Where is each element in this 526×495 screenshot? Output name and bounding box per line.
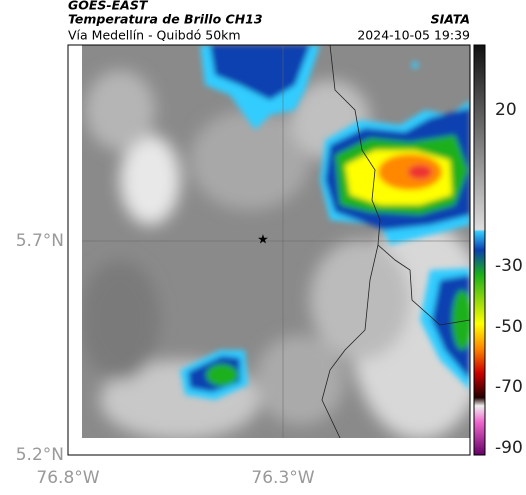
title: Temperatura de Brillo CH13 <box>68 12 263 27</box>
satellite-image <box>82 45 470 438</box>
lat-label: 5.2°N <box>16 445 64 465</box>
colorbar-tick-label: -50 <box>495 317 523 337</box>
colorbar-tick-label: 20 <box>495 100 517 120</box>
lon-label: 76.8°W <box>36 468 99 488</box>
city-marker: ★ <box>257 233 269 248</box>
lat-label: 5.7°N <box>16 231 64 251</box>
source: GOES-EAST <box>68 0 149 13</box>
map-frame <box>67 44 471 456</box>
colorbar-tick-label: -70 <box>495 377 523 397</box>
lon-label: 76.3°W <box>251 468 314 488</box>
colorbar-tick-label: -30 <box>495 256 523 276</box>
org: SIATA <box>431 12 470 27</box>
colorbar-ticks: 20 -30 -50 -70 -90 <box>495 100 523 458</box>
colorbar <box>473 44 486 456</box>
timestamp: 2024-10-05 19:39 <box>357 28 470 43</box>
route: Vía Medellín - Quibdó 50km <box>68 28 241 43</box>
colorbar-tick-label: -90 <box>495 438 523 458</box>
